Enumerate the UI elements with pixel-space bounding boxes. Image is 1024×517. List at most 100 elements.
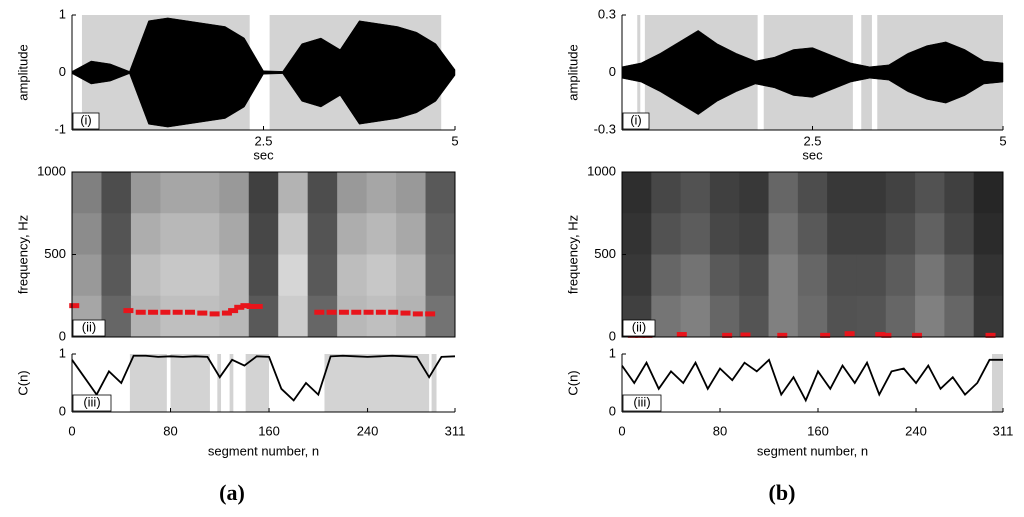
heatmap-cell	[739, 254, 770, 297]
heatmap-cell	[219, 295, 250, 338]
pitch-point	[197, 310, 208, 316]
heatmap-cell	[72, 254, 102, 297]
heatmap-cell	[651, 295, 682, 338]
y-axis-label: amplitude	[15, 44, 30, 100]
heatmap-cell	[396, 254, 427, 297]
heatmap-cell	[739, 172, 770, 214]
panel-label: (iii)	[83, 394, 100, 409]
heatmap-cell	[189, 254, 220, 297]
heatmap-cell	[396, 172, 427, 214]
region	[431, 354, 437, 412]
y-axis-label: C(n)	[15, 370, 30, 395]
heatmap-cell	[680, 254, 711, 297]
pitch-point	[160, 309, 171, 315]
heatmap-cell	[130, 172, 161, 214]
y-tick-label: 500	[44, 246, 66, 261]
panel-label-box	[72, 394, 112, 412]
panel-label-box	[72, 319, 106, 337]
heatmap-cell	[651, 172, 682, 214]
heatmap-cell	[622, 213, 652, 255]
x-axis-label: segment number, n	[757, 443, 868, 458]
heatmap-cell	[709, 213, 740, 255]
x-tick-label: 80	[713, 423, 727, 438]
pitch-point	[985, 332, 996, 338]
region	[324, 354, 430, 412]
pitch-point	[314, 309, 325, 315]
x-tick-label: 2.5	[803, 133, 821, 148]
y-axis-label: C(n)	[565, 370, 580, 395]
heatmap-cell	[278, 213, 309, 255]
heatmap-cell	[944, 213, 975, 255]
y-tick-label: 0	[609, 403, 616, 418]
pitch-point	[912, 332, 923, 338]
pitch-point	[388, 309, 399, 315]
y-tick-label: 1	[59, 6, 66, 21]
heatmap-cell	[651, 213, 682, 255]
x-tick-label: 240	[905, 423, 927, 438]
y-tick-label: 0	[59, 328, 66, 343]
pitch-point	[676, 332, 687, 338]
heatmap-cell	[160, 295, 191, 338]
heatmap-cell	[219, 172, 250, 214]
heatmap-cell	[856, 295, 887, 338]
pitch-point	[400, 310, 411, 316]
y-tick-label: 1000	[37, 163, 66, 178]
x-tick-label: 0	[618, 423, 625, 438]
line	[71, 354, 456, 402]
heatmap-cell	[709, 254, 740, 297]
heatmap-cell	[425, 295, 456, 338]
heatmap-cell	[973, 295, 1004, 338]
pitch-point	[135, 309, 146, 315]
x-tick-label: 160	[807, 423, 829, 438]
pitch-point	[221, 310, 232, 316]
heatmap-cell	[622, 172, 652, 214]
x-tick-label: 5	[451, 133, 458, 148]
heatmap-cell	[337, 295, 368, 338]
pitch-point	[69, 303, 80, 309]
heatmap-cell	[827, 295, 857, 338]
y-tick-label: 1000	[587, 163, 616, 178]
heatmap-cell	[768, 254, 799, 297]
x-tick-label: 311	[445, 423, 466, 438]
y-tick-label: 0	[59, 64, 66, 79]
heatmap-cell	[856, 213, 887, 255]
heatmap-cell	[973, 254, 1004, 297]
heatmap-cell	[797, 213, 828, 255]
pitch-point	[234, 304, 245, 310]
pitch-point	[172, 309, 183, 315]
heatmap-cell	[130, 254, 161, 297]
heatmap-cell	[248, 295, 279, 338]
pitch-point	[338, 309, 349, 315]
x-tick-label: 0	[68, 423, 75, 438]
y-axis-label: amplitude	[565, 44, 580, 100]
pitch-point	[240, 303, 251, 309]
heatmap-cell	[307, 172, 338, 214]
heatmap-cell	[885, 295, 916, 338]
heatmap-cell	[130, 213, 161, 255]
waveform	[71, 17, 456, 128]
pitch-point	[375, 309, 386, 315]
panel-label: (ii)	[632, 319, 646, 334]
heatmap-cell	[739, 295, 770, 338]
heatmap-cell	[768, 295, 799, 338]
region	[217, 354, 222, 412]
heatmap-cell	[160, 172, 191, 214]
heatmap-cell	[797, 254, 828, 297]
heatmap-cell	[709, 295, 740, 338]
heatmap-cell	[248, 213, 279, 255]
heatmap-cell	[680, 172, 711, 214]
panel-label-box	[622, 394, 662, 412]
heatmap-cell	[425, 213, 456, 255]
heatmap-cell	[101, 254, 132, 297]
y-tick-label: 0	[609, 328, 616, 343]
pitch-point	[875, 332, 886, 338]
pitch-point	[820, 332, 831, 338]
y-axis-label: frequency, Hz	[15, 215, 30, 294]
y-tick-label: 0.3	[598, 6, 616, 21]
heatmap-cell	[189, 172, 220, 214]
pitch-point	[252, 303, 263, 309]
heatmap-cell	[885, 254, 916, 297]
heatmap-cell	[944, 295, 975, 338]
y-tick-label: 500	[594, 246, 616, 261]
